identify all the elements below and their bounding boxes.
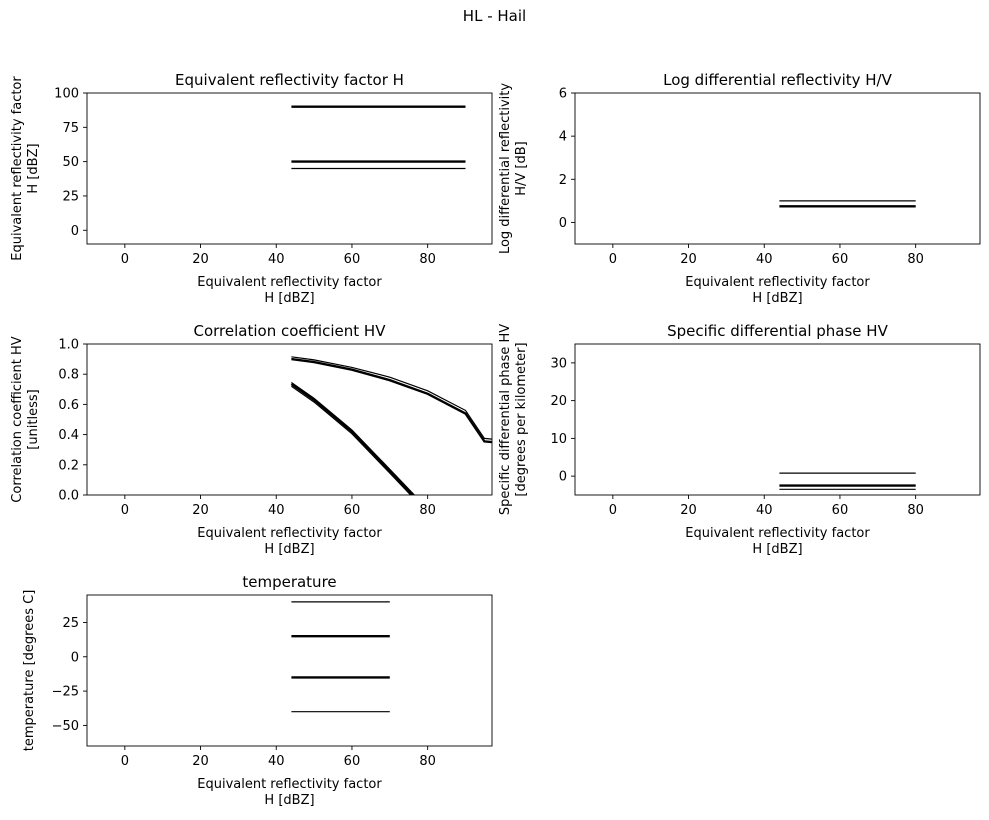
x-axis-label: Equivalent reflectivity factor [197, 275, 382, 290]
x-tick-label: 60 [832, 252, 849, 267]
y-tick-label: 0.4 [58, 428, 79, 443]
y-tick-label: 75 [62, 121, 79, 136]
y-tick-label: 0.2 [58, 458, 79, 473]
subplot-zdr: 0 20 40 60 80 0 2 4 6 Log differential reflectivi… [498, 71, 981, 306]
subplot-title: Log differential reflectivity H/V [663, 71, 893, 89]
axes-frame [86, 92, 493, 245]
x-tick-label: 60 [832, 503, 849, 518]
subplot-title: Specific differential phase HV [667, 322, 888, 340]
x-tick-label: 80 [907, 503, 924, 518]
x-tick-label: 0 [609, 503, 617, 518]
x-tick-label: 60 [344, 503, 361, 518]
x-axis-label: H [dBZ] [264, 793, 314, 808]
x-tick-label: 40 [268, 252, 285, 267]
y-tick-label: 6 [559, 87, 567, 102]
x-tick-label: 60 [344, 252, 361, 267]
subplot-temp: 0 20 40 60 80 −50 −25 0 25 temperature Equivalent … [22, 573, 493, 808]
series-line-0 [291, 356, 492, 440]
axes-frame [86, 594, 493, 747]
y-tick-label: 30 [550, 356, 567, 371]
y-tick-label: 0 [559, 470, 567, 485]
x-tick-label: 80 [419, 754, 436, 769]
x-axis-label: Equivalent reflectivity factor [197, 777, 382, 792]
y-axis-label: [degrees per kilometer] [514, 342, 529, 496]
subplot-title: Equivalent reflectivity factor H [175, 71, 404, 89]
x-tick-label: 80 [907, 252, 924, 267]
y-tick-label: 25 [62, 189, 79, 204]
axes-frame [86, 343, 493, 496]
x-tick-label: 20 [680, 252, 697, 267]
series-line-3 [290, 383, 414, 495]
y-axis-label: temperature [degrees C] [22, 590, 37, 752]
y-axis-label: Specific differential phase HV [498, 324, 513, 515]
x-tick-label: 40 [268, 754, 285, 769]
y-tick-label: 0 [71, 650, 79, 665]
y-tick-label: 100 [54, 87, 79, 102]
y-axis-label: Log differential reflectivity [498, 83, 513, 254]
y-axis-label: Correlation coefficient HV [10, 336, 25, 502]
y-tick-label: 1.0 [58, 338, 79, 353]
axes-frame [574, 92, 981, 245]
x-axis-label: Equivalent reflectivity factor [685, 526, 870, 541]
y-axis-label: H/V [dB] [514, 141, 529, 196]
x-tick-label: 0 [121, 252, 129, 267]
x-tick-label: 60 [344, 754, 361, 769]
x-axis-label: H [dBZ] [752, 542, 802, 557]
y-tick-label: −50 [52, 719, 79, 734]
x-axis-label: H [dBZ] [264, 542, 314, 557]
x-tick-label: 40 [756, 252, 773, 267]
subplot-title: temperature [242, 573, 336, 591]
figure-title: HL - Hail [462, 7, 527, 25]
subplot-zh: 0 20 40 60 80 0 25 50 75 100 Equivalent reflectivi… [10, 71, 493, 306]
y-tick-label: 25 [62, 616, 79, 631]
x-axis-label: Equivalent reflectivity factor [197, 526, 382, 541]
series-line-1 [291, 357, 492, 444]
axes-frame [574, 343, 981, 496]
y-axis-label: [unitless] [26, 389, 41, 450]
y-tick-label: 10 [550, 432, 567, 447]
y-tick-label: 0.6 [58, 398, 79, 413]
y-tick-label: 50 [62, 155, 79, 170]
x-tick-label: 40 [268, 503, 285, 518]
x-tick-label: 20 [680, 503, 697, 518]
series-line-4 [291, 385, 412, 495]
x-tick-label: 40 [756, 503, 773, 518]
y-tick-label: 20 [550, 394, 567, 409]
x-tick-label: 20 [192, 252, 209, 267]
y-tick-label: 0.0 [58, 489, 79, 504]
x-tick-label: 0 [121, 503, 129, 518]
y-tick-label: −25 [52, 685, 79, 700]
y-tick-label: 0 [559, 216, 567, 231]
subplot-kdp: 0 20 40 60 80 0 10 20 30 Specific differential ph… [498, 322, 981, 557]
x-tick-label: 20 [192, 503, 209, 518]
y-tick-label: 2 [559, 173, 567, 188]
y-tick-label: 0 [71, 224, 79, 239]
y-axis-label: H [dBZ] [26, 143, 41, 193]
x-tick-label: 20 [192, 754, 209, 769]
y-tick-label: 4 [559, 130, 567, 145]
x-tick-label: 0 [609, 252, 617, 267]
x-axis-label: Equivalent reflectivity factor [685, 275, 870, 290]
x-tick-label: 80 [419, 252, 436, 267]
x-axis-label: H [dBZ] [752, 291, 802, 306]
x-tick-label: 80 [419, 503, 436, 518]
y-tick-label: 0.8 [58, 368, 79, 383]
y-axis-label: Equivalent reflectivity factor [10, 76, 25, 261]
x-axis-label: H [dBZ] [264, 291, 314, 306]
subplot-title: Correlation coefficient HV [194, 322, 387, 340]
subplot-rhohv: 0 20 40 60 80 0.0 0.2 0.4 0.6 0.8 1.0 Correlation c… [10, 322, 493, 557]
x-tick-label: 0 [121, 754, 129, 769]
